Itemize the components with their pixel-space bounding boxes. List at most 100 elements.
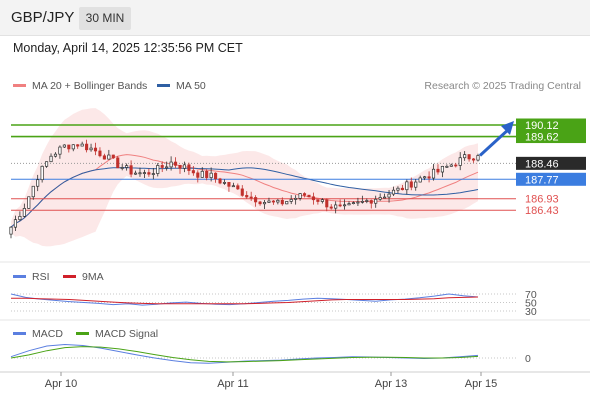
research-credit: Research © 2025 Trading Central — [424, 80, 581, 92]
candle-body — [156, 165, 160, 174]
legend-rsi: RSI — [13, 271, 50, 283]
candle-body — [258, 201, 262, 205]
candle-body — [116, 157, 120, 169]
candle-body — [249, 196, 253, 199]
candle-body — [120, 167, 124, 169]
candle-body — [423, 176, 427, 179]
candle-body — [178, 164, 182, 169]
candle-body — [445, 165, 449, 168]
candle-body — [311, 196, 315, 201]
x-tick-label: Apr 13 — [375, 378, 407, 390]
candle-body — [227, 182, 231, 187]
rsi-level-label: 30 — [525, 306, 537, 318]
candle-body — [142, 172, 146, 174]
legend-macd: MACD — [13, 328, 63, 340]
candle-body — [231, 185, 235, 188]
macd-level-label: 0 — [525, 353, 531, 365]
candle-body — [302, 193, 307, 196]
candle-body — [320, 199, 324, 202]
top-bar: GBP/JPY 30 MIN — [0, 0, 590, 36]
legend-macd-signal-swatch — [76, 331, 89, 335]
legend-rsi-label: RSI — [32, 271, 50, 283]
candle-body — [138, 172, 142, 175]
price-label-resistance: 190.12 — [525, 120, 559, 132]
candle-body — [440, 165, 444, 173]
candle-body — [76, 144, 80, 147]
candle-body — [240, 188, 244, 196]
candle-body — [85, 143, 89, 151]
legend-rsi-swatch — [13, 274, 26, 278]
candle-body — [214, 172, 218, 180]
candle-body — [325, 199, 329, 208]
candle-body — [262, 202, 267, 205]
candle-body — [222, 182, 227, 184]
candle-body — [463, 154, 467, 159]
candle-body — [174, 161, 178, 166]
candle-body — [89, 147, 93, 151]
candle-body — [111, 154, 115, 159]
candle-body — [383, 196, 387, 199]
candle-body — [9, 226, 13, 235]
candle-body — [67, 144, 71, 150]
legend-rsi-ma-label: 9MA — [82, 271, 104, 283]
candle-body — [22, 208, 26, 217]
candle-body — [62, 144, 66, 148]
legend-ma50: MA 50 — [157, 80, 206, 92]
price-label-bg — [516, 118, 586, 132]
candle-body — [13, 219, 17, 228]
candle-body — [196, 172, 200, 178]
candle-body — [129, 165, 133, 175]
candle-body — [365, 200, 369, 202]
candle-body — [449, 164, 453, 167]
candle-body — [160, 165, 164, 168]
candle-body — [40, 165, 44, 181]
candle-body — [334, 204, 338, 209]
ma50-line — [10, 167, 479, 228]
candle-body — [476, 155, 480, 161]
candle-body — [245, 195, 249, 198]
candle-body — [254, 197, 258, 203]
candle-body — [285, 201, 289, 205]
candle-body — [307, 194, 311, 198]
candle-body — [209, 172, 213, 178]
price-label-support: 186.43 — [525, 205, 559, 217]
candle-body — [356, 201, 360, 204]
candle-body — [431, 168, 436, 179]
candle-body — [147, 172, 151, 175]
candle-body — [338, 204, 342, 207]
datetime-label: Monday, April 14, 2025 12:35:56 PM CET — [13, 41, 243, 55]
candle-body — [98, 150, 102, 157]
candle-body — [80, 143, 84, 147]
candle-body — [276, 199, 280, 203]
timeframe-button[interactable]: 30 MIN — [79, 7, 131, 30]
macd-signal-line — [10, 346, 479, 363]
candle-body — [93, 147, 98, 152]
candle-body — [467, 154, 471, 160]
candle-body — [427, 176, 431, 179]
legend-macd-signal: MACD Signal — [76, 328, 158, 340]
legend-macd-signal-label: MACD Signal — [95, 328, 159, 340]
candle-body — [45, 161, 49, 167]
candle-body — [454, 164, 458, 167]
legend-ma50-swatch — [157, 83, 170, 87]
candle-body — [271, 200, 275, 203]
bollinger-band — [11, 108, 478, 247]
candle-body — [125, 165, 129, 168]
forecast-arrow-head — [501, 121, 514, 135]
legend-bb-swatch — [13, 83, 26, 87]
symbol-title: GBP/JPY — [11, 9, 75, 26]
candle-body — [294, 197, 298, 200]
price-label-bg — [516, 156, 586, 170]
candle-body — [329, 206, 333, 209]
candle-body — [369, 200, 373, 204]
candle-body — [107, 154, 111, 160]
candle-body — [49, 155, 53, 163]
price-label-bg — [516, 130, 586, 144]
candle-body — [200, 170, 204, 178]
legend-rsi-ma: 9MA — [63, 271, 104, 283]
rsi-ma-line — [11, 296, 479, 305]
price-label-pivot: 187.77 — [525, 174, 559, 186]
candle-body — [191, 170, 195, 174]
candle-body — [387, 193, 391, 198]
